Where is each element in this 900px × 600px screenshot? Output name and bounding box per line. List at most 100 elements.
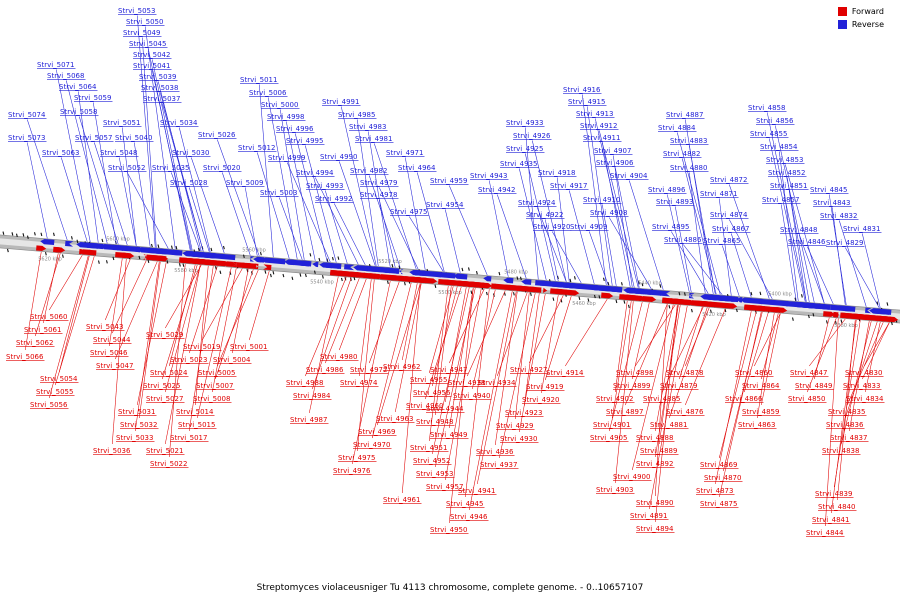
leader-line — [552, 231, 582, 284]
leader-line — [26, 142, 48, 239]
leader-line — [654, 305, 679, 432]
gene-label-forward: Strvi_4890 — [636, 499, 673, 507]
gene-label-reverse: Strvi_4851 — [770, 182, 807, 190]
gene-arrow-forward — [246, 262, 257, 269]
gene-label-forward: Strvi_5019 — [183, 343, 220, 351]
gene-label-reverse: Strvi_5038 — [141, 84, 178, 92]
minor-gene-mark — [556, 275, 559, 280]
gene-label-forward: Strvi_4899 — [613, 382, 650, 390]
gene-label-reverse: Strvi_5073 — [8, 134, 45, 142]
leader-line — [830, 319, 857, 514]
gene-label-forward: Strvi_5046 — [90, 349, 128, 357]
minor-gene-mark — [678, 291, 681, 296]
gene-label-forward: Strvi_4920 — [522, 396, 559, 404]
minor-gene-mark — [353, 276, 356, 281]
minor-gene-mark — [264, 270, 267, 274]
gene-label-forward: Strvi_4988 — [286, 379, 323, 387]
gene-label-reverse: Strvi_4831 — [843, 225, 880, 233]
gene-label-reverse: Strvi_4996 — [276, 125, 314, 133]
gene-arrow-reverse — [629, 287, 640, 294]
minor-gene-mark — [170, 245, 173, 249]
minor-gene-mark — [659, 284, 662, 288]
gene-label-forward: Strvi_5060 — [30, 313, 67, 321]
gene-label-reverse: Strvi_4852 — [768, 169, 805, 177]
axis-tick-label: 5420 kbp — [702, 312, 726, 318]
leader-line — [721, 245, 740, 297]
gene-label-forward: Strvi_4888 — [636, 434, 673, 442]
gene-label-reverse: Strvi_4913 — [576, 110, 613, 118]
leader-line — [49, 255, 83, 311]
minor-gene-mark — [552, 297, 555, 301]
gene-label-forward: Strvi_4980 — [320, 353, 357, 361]
minor-gene-mark — [434, 284, 437, 288]
gene-arrow-reverse — [399, 268, 404, 275]
minor-gene-mark — [15, 233, 18, 238]
leader-line — [304, 277, 347, 377]
leader-line — [114, 261, 158, 360]
gene-label-forward: Strvi_5062 — [16, 339, 53, 347]
minor-gene-mark — [834, 320, 837, 325]
gene-label-forward: Strvi_5001 — [230, 343, 267, 351]
gene-label-reverse: Strvi_5040 — [115, 134, 152, 142]
leader-line — [529, 295, 564, 364]
minor-gene-mark — [242, 254, 245, 258]
leader-line — [806, 318, 837, 393]
gene-label-forward: Strvi_4876 — [666, 408, 704, 416]
gene-arrow-forward — [680, 299, 695, 306]
leader-line — [401, 283, 421, 494]
minor-gene-mark — [578, 296, 581, 301]
gene-label-reverse: Strvi_5057 — [75, 134, 112, 142]
gene-label-reverse: Strvi_5030 — [172, 149, 209, 157]
gene-label-reverse: Strvi_5053 — [118, 7, 155, 15]
gene-label-forward: Strvi_4919 — [526, 383, 563, 391]
gene-label-reverse: Strvi_4926 — [513, 132, 551, 140]
leader-line — [788, 190, 810, 303]
leader-line — [654, 304, 678, 523]
gene-arrow-forward — [532, 286, 539, 293]
minor-gene-mark — [33, 232, 36, 236]
leader-line — [774, 125, 815, 303]
gene-label-forward: Strvi_5014 — [176, 408, 214, 416]
leader-line — [662, 307, 704, 393]
leader-line — [444, 287, 467, 403]
minor-gene-mark — [309, 253, 312, 257]
leader-line — [216, 269, 259, 367]
gene-label-forward: Strvi_5031 — [118, 408, 155, 416]
minor-gene-mark — [467, 267, 470, 271]
leader-line — [394, 283, 422, 413]
gene-label-reverse: Strvi_5039 — [139, 73, 176, 81]
leader-line — [756, 313, 775, 419]
leader-line — [308, 276, 339, 414]
gene-label-reverse: Strvi_4978 — [360, 191, 397, 199]
gene-arrow-reverse — [689, 292, 694, 299]
leader-line — [188, 266, 214, 432]
leader-line — [304, 145, 337, 263]
gene-arrow-reverse — [865, 307, 872, 314]
minor-gene-mark — [44, 251, 47, 256]
minor-gene-mark — [620, 282, 623, 286]
leader-line — [718, 198, 732, 296]
leader-line — [448, 287, 474, 429]
leader-line — [214, 269, 254, 380]
gene-label-forward: Strvi_4870 — [704, 474, 741, 482]
leader-line — [26, 119, 68, 241]
minor-gene-mark — [178, 263, 181, 267]
gene-label-forward: Strvi_4864 — [742, 382, 780, 390]
gene-label-reverse: Strvi_4846 — [788, 238, 826, 246]
minor-gene-mark — [299, 273, 302, 277]
legend-reverse-row: Reverse — [837, 20, 884, 29]
leader-line — [581, 94, 607, 286]
leader-line — [161, 103, 204, 252]
leader-line — [544, 296, 572, 381]
gene-arrow-reverse — [706, 294, 739, 303]
gene-label-forward: Strvi_4974 — [340, 379, 378, 387]
leader-line — [494, 291, 518, 446]
gene-label-reverse: Strvi_4896 — [648, 186, 686, 194]
gene-arrow-reverse — [536, 280, 557, 287]
minor-gene-mark — [519, 276, 522, 281]
gene-label-reverse: Strvi_4880 — [670, 164, 707, 172]
minor-gene-mark — [22, 233, 25, 237]
gene-arrow-forward — [550, 288, 567, 295]
leader-line — [466, 290, 506, 377]
gene-label-forward: Strvi_4949 — [430, 431, 467, 439]
